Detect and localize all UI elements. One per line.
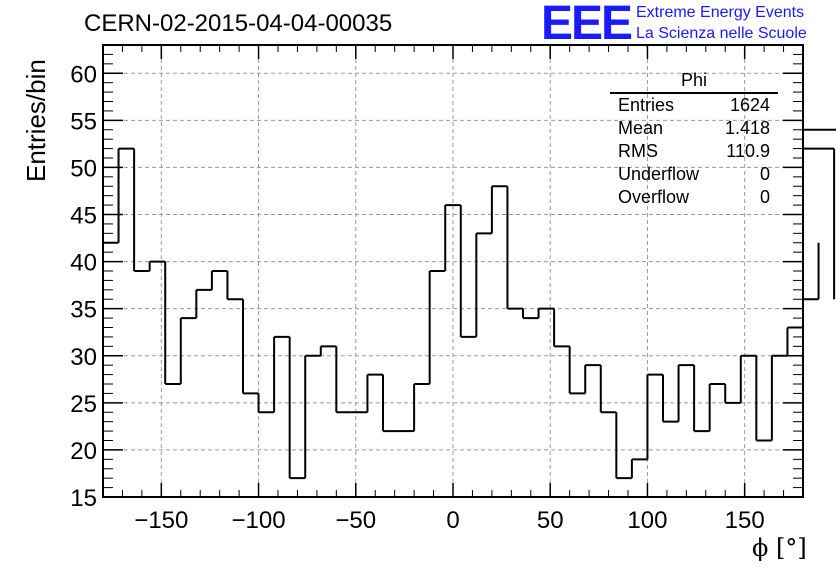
histogram-bin: [304, 354, 321, 479]
logo-line-1: Extreme Energy Events: [636, 4, 805, 21]
histogram-bin: [584, 364, 601, 394]
histogram-bin: [568, 346, 586, 395]
histogram-bin: [786, 326, 803, 356]
eee-logo: EEE: [541, 0, 633, 50]
histogram-bin: [490, 185, 508, 234]
histogram-bin: [164, 261, 181, 385]
histogram-bin: [148, 260, 166, 271]
x-tick-labels: −150 −100 −50 0 50 100 150: [134, 507, 764, 534]
stats-value: 0: [759, 164, 770, 184]
x-tick-label: −100: [232, 507, 286, 534]
histogram-bin: [413, 383, 430, 432]
histogram-bin: [537, 307, 555, 319]
histogram-bin: [459, 205, 477, 338]
histogram-bin: [195, 288, 212, 319]
stats-row-overflow: Overflow 0: [610, 186, 778, 209]
histogram-bin: [288, 336, 306, 480]
stats-value: 0: [759, 187, 770, 207]
stats-label: RMS: [618, 141, 658, 161]
stats-box: Phi Entries 1624 Mean 1.418 RMS 110.9 Un…: [610, 70, 778, 209]
histogram-bin: [739, 354, 757, 403]
x-tick-label: 50: [537, 507, 564, 534]
histogram-bin: [615, 412, 632, 480]
histogram-bin: [724, 384, 741, 404]
histogram-bin: [693, 365, 710, 433]
histogram-bin: [803, 147, 836, 300]
x-axis-label: ϕ [°]: [752, 534, 807, 562]
histogram-bin: [803, 128, 836, 131]
stats-row-mean: Mean 1.418: [610, 117, 778, 140]
run-title: CERN-02-2015-04-04-00035: [84, 10, 393, 37]
histogram-bin: [646, 373, 663, 460]
histogram-bin: [630, 458, 648, 479]
histogram-bin: [444, 204, 461, 271]
histogram-bin: [428, 270, 446, 384]
stats-row-rms: RMS 110.9: [610, 140, 778, 163]
histogram-bin: [475, 232, 492, 337]
y-tick-labels: 15 20 25 30 35 40 45 50 55 60: [70, 61, 97, 512]
stats-row-entries: Entries 1624: [610, 94, 778, 117]
x-tick-label: 100: [627, 507, 667, 534]
x-tick-label: 0: [446, 507, 459, 534]
histogram-bin: [506, 186, 523, 310]
y-tick-label: 50: [70, 155, 97, 182]
histogram-bin: [226, 271, 243, 301]
histogram-bin: [755, 355, 772, 442]
y-tick-label: 20: [70, 438, 97, 465]
histogram-bin: [117, 147, 135, 243]
histogram-bin: [522, 308, 539, 320]
histogram-bin: [179, 317, 197, 384]
histogram-bin: [708, 383, 726, 432]
histogram-bin: [770, 354, 788, 441]
histogram-bin: [335, 346, 352, 414]
x-tick-label: −50: [335, 507, 376, 534]
histogram-bin: [382, 374, 399, 433]
histogram-bin: [677, 364, 695, 422]
logo-line-2: La Scienza nelle Scuole: [636, 25, 807, 42]
stats-label: Underflow: [618, 164, 700, 184]
y-tick-label: 45: [70, 203, 97, 230]
histogram-bin: [242, 299, 259, 395]
stats-label: Overflow: [618, 187, 690, 207]
histogram-bin: [319, 345, 337, 356]
histogram-bin: [553, 308, 570, 348]
y-tick-label: 15: [70, 485, 97, 512]
y-axis-label: Entries/bin: [21, 59, 51, 182]
stats-value: 1.418: [724, 118, 770, 138]
stats-label: Entries: [618, 95, 675, 115]
stats-title: Phi: [610, 70, 778, 94]
stats-value: 110.9: [726, 141, 770, 161]
stats-value: 1624: [729, 95, 770, 115]
histogram-bin: [257, 393, 275, 414]
stats-row-underflow: Underflow 0: [610, 163, 778, 186]
y-tick-label: 25: [70, 391, 97, 418]
histogram-bin: [803, 242, 820, 301]
stats-label: Mean: [618, 118, 664, 138]
histogram-bin: [599, 365, 617, 414]
axis-ticks: [102, 44, 804, 498]
histogram-bin: [662, 374, 679, 423]
histogram-bin: [210, 270, 228, 290]
x-tick-label: 150: [725, 507, 765, 534]
grid-lines: [103, 45, 803, 497]
y-tick-label: 40: [70, 250, 97, 277]
histogram-bin: [133, 148, 150, 272]
y-tick-label: 55: [70, 108, 97, 135]
y-tick-label: 60: [70, 61, 97, 88]
x-tick-label: −150: [134, 507, 188, 534]
histogram-bin: [366, 373, 383, 413]
histogram-bin: [273, 335, 290, 413]
y-tick-label: 35: [70, 297, 97, 324]
y-tick-label: 30: [70, 344, 97, 371]
